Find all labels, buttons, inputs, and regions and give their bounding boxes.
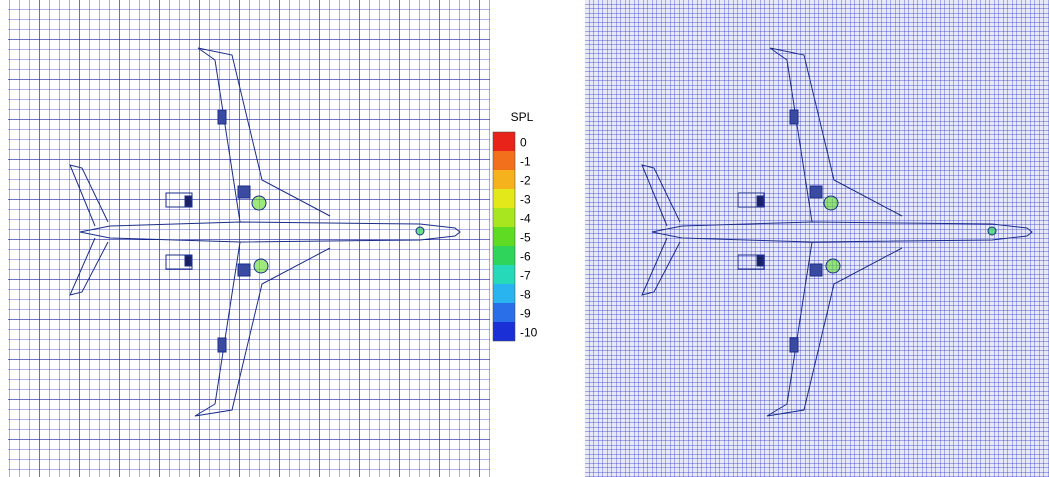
colorbar-label: -3 <box>520 193 531 207</box>
colorbar-label: 0 <box>520 136 527 150</box>
colorbar-swatch <box>493 170 515 189</box>
colorbar-label: -6 <box>520 250 531 264</box>
colorbar-swatch <box>493 151 515 170</box>
colorbar: SPL 0 -1 -2 -3 -4 -5 -6 -7 -8 -9 -10 <box>493 110 538 341</box>
colorbar-label: -4 <box>520 212 531 226</box>
colorbar-label: -5 <box>520 231 531 245</box>
colorbar-swatch <box>493 227 515 246</box>
colorbar-label: -2 <box>520 174 531 188</box>
left-mesh-panel <box>8 0 490 477</box>
colorbar-swatch <box>493 132 515 151</box>
colorbar-swatch <box>493 265 515 284</box>
colorbar-swatch <box>493 322 515 341</box>
colorbar-label: -1 <box>520 155 531 169</box>
colorbar-label: -10 <box>520 326 538 340</box>
colorbar-label: -7 <box>520 269 531 283</box>
colorbar-title: SPL <box>511 110 534 124</box>
colorbar-swatch <box>493 303 515 322</box>
colorbar-swatch <box>493 246 515 265</box>
colorbar-swatch <box>493 208 515 227</box>
right-mesh-panel <box>585 0 1049 477</box>
figure: SPL 0 -1 -2 -3 -4 -5 -6 -7 -8 -9 -10 <box>0 0 1049 477</box>
page: SPL 0-1-2-3-4-5-6-7-8-9-10 (() => { cons… <box>0 0 1049 477</box>
colorbar-label: -9 <box>520 307 531 321</box>
colorbar-swatch <box>493 284 515 303</box>
colorbar-swatch <box>493 189 515 208</box>
colorbar-label: -8 <box>520 288 531 302</box>
